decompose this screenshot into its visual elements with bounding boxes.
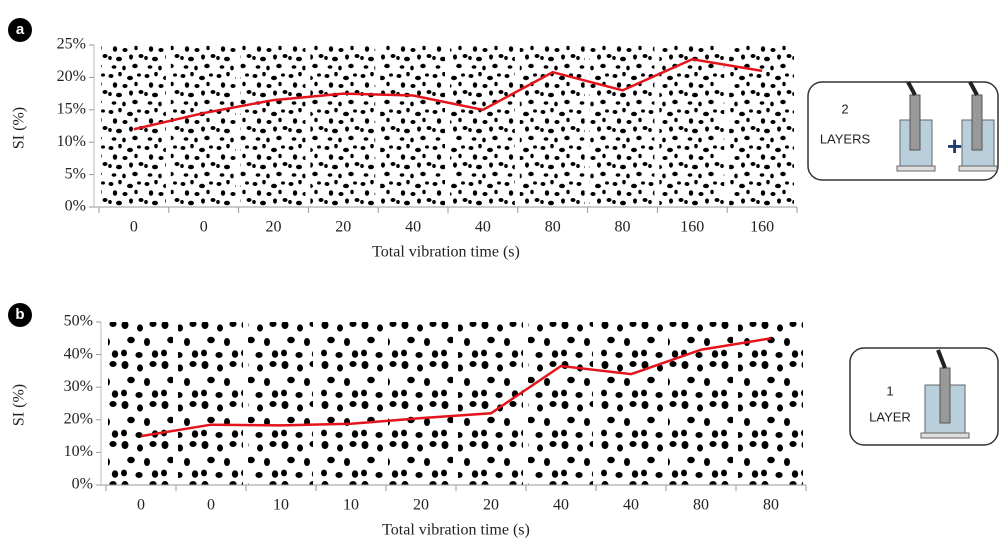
image-column [240, 45, 306, 207]
x-tick-label: 20 [413, 497, 429, 514]
image-column [310, 45, 376, 207]
image-column [528, 322, 593, 485]
panel-badge [8, 303, 32, 327]
x-tick-label: 0 [200, 219, 208, 236]
image-column [729, 45, 794, 207]
x-tick-label: 0 [137, 497, 145, 514]
x-axis-label: Total vibration time (s) [372, 244, 520, 261]
image-column [248, 322, 313, 485]
image-column [101, 45, 166, 207]
y-tick-label: 5% [65, 165, 86, 182]
x-tick-label: 40 [475, 219, 491, 236]
y-tick-label: 15% [57, 100, 86, 117]
inset-text: 1 [886, 383, 893, 398]
x-tick-label: 40 [405, 219, 421, 236]
probe-icon [920, 349, 970, 439]
x-tick-label: 10 [343, 497, 359, 514]
x-tick-label: 10 [273, 497, 289, 514]
image-column [458, 322, 523, 485]
y-tick-label: 10% [57, 133, 86, 150]
y-tick-label: 25% [57, 36, 86, 53]
y-axis-label: SI (%) [11, 107, 28, 149]
probe-icon: + [896, 81, 998, 172]
image-column [519, 45, 585, 207]
x-tick-label: 40 [623, 497, 639, 514]
image-column [450, 45, 515, 207]
x-tick-label: 80 [545, 219, 561, 236]
y-tick-label: 40% [64, 345, 93, 362]
image-column [738, 322, 803, 485]
x-tick-label: 20 [483, 497, 499, 514]
x-tick-label: 20 [266, 219, 282, 236]
svg-text:+: + [947, 131, 962, 161]
y-tick-label: 10% [64, 443, 93, 460]
x-tick-label: 0 [130, 219, 138, 236]
x-tick-label: 40 [553, 497, 569, 514]
y-tick-label: 0% [72, 476, 93, 493]
inset-text: LAYER [869, 409, 911, 424]
image-column [108, 322, 173, 485]
x-tick-label: 20 [335, 219, 351, 236]
image-column [659, 45, 725, 207]
data-line [140, 337, 772, 438]
image-column [598, 322, 663, 485]
image-column [388, 322, 453, 485]
x-tick-label: 80 [763, 497, 779, 514]
panel-label: b [15, 306, 24, 323]
panel-badge [8, 18, 32, 42]
y-axis-label: SI (%) [11, 384, 28, 426]
panel-label: a [16, 21, 25, 38]
image-column [170, 45, 236, 207]
data-line [133, 57, 763, 131]
x-tick-label: 80 [693, 497, 709, 514]
x-tick-label: 160 [750, 219, 774, 236]
y-tick-label: 50% [64, 313, 93, 330]
inset-text: 2 [841, 101, 848, 116]
image-column [318, 322, 383, 485]
image-column [380, 45, 445, 207]
inset-text: LAYERS [820, 131, 871, 146]
y-tick-label: 20% [64, 410, 93, 427]
x-tick-label: 80 [615, 219, 631, 236]
x-axis-label: Total vibration time (s) [382, 522, 530, 539]
image-column [178, 322, 243, 485]
inset-box [849, 347, 999, 446]
image-column [589, 45, 655, 207]
y-tick-label: 20% [57, 68, 86, 85]
y-tick-label: 30% [64, 378, 93, 395]
y-tick-label: 0% [65, 198, 86, 215]
x-tick-label: 160 [680, 219, 704, 236]
x-tick-label: 0 [207, 497, 215, 514]
